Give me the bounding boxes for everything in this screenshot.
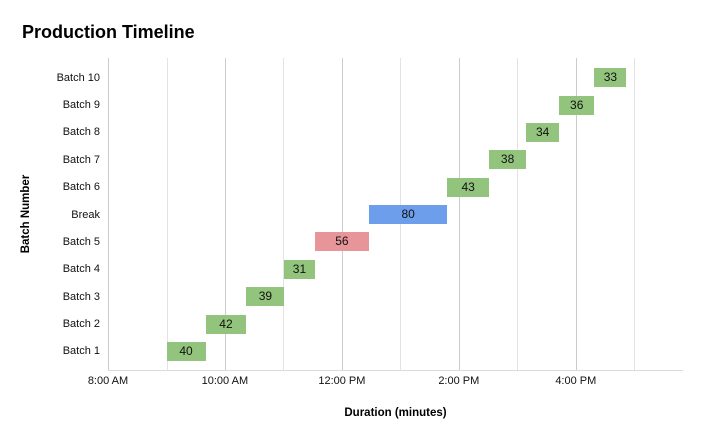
bar-value-label: 39: [258, 289, 273, 304]
x-tick-label: 2:00 PM: [438, 375, 480, 387]
y-tick-label-batch-5: Batch 5: [62, 235, 100, 248]
x-tick-label: 10:00 AM: [201, 375, 249, 387]
gantt-bar-batch-8: 34: [526, 122, 560, 142]
gantt-bar-batch-5: 56: [314, 232, 370, 252]
bar-value-label: 36: [570, 97, 584, 112]
bar-value-label: 31: [292, 261, 307, 276]
y-tick-label-batch-3: Batch 3: [62, 290, 100, 303]
gantt-bar-batch-3: 39: [246, 287, 285, 307]
gantt-bar-batch-6: 43: [447, 177, 490, 197]
major-gridline: [458, 58, 460, 371]
y-tick-label-batch-2: Batch 2: [62, 318, 100, 330]
bar-value-label: 33: [603, 70, 618, 85]
x-tick-label: 4:00 PM: [555, 375, 597, 387]
bar-value-label: 56: [335, 234, 349, 249]
gantt-bar-batch-7: 38: [489, 150, 527, 170]
gantt-bar-break: 80: [369, 205, 448, 224]
y-tick-label-batch-6: Batch 6: [62, 181, 100, 194]
chart-title: Production Timeline: [22, 22, 195, 42]
minor-gridline: [283, 58, 285, 371]
x-axis-tick-labels: 8:00 AM 10:00 AM 12:00 PM 2:00 PM 4:00 PM: [88, 375, 683, 391]
bar-value-label: 42: [219, 316, 233, 331]
gantt-bar-batch-4: 31: [284, 259, 315, 279]
major-gridline: [108, 58, 109, 371]
y-tick-label-batch-4: Batch 4: [62, 263, 100, 276]
bar-value-label: 38: [500, 152, 515, 167]
major-gridline: [224, 58, 226, 371]
bar-value-label: 80: [401, 207, 415, 221]
x-axis-title: Duration (minutes): [344, 407, 447, 419]
minor-gridline: [634, 58, 636, 371]
minor-gridline: [166, 58, 168, 371]
y-tick-label-break: Break: [71, 208, 100, 221]
major-gridline: [575, 58, 577, 371]
x-tick-label: 12:00 PM: [318, 375, 366, 387]
y-tick-label-batch-1: Batch 1: [62, 345, 100, 358]
y-tick-label-batch-7: Batch 7: [62, 153, 100, 166]
gantt-bar-batch-10: 33: [594, 68, 627, 88]
y-tick-label-batch-10: Batch 10: [56, 71, 100, 84]
minor-gridline: [517, 58, 519, 371]
plot-area: 33 36 34 38 43 80 56 31 39 42 40: [108, 58, 683, 371]
x-tick-label: 8:00 AM: [87, 375, 129, 387]
major-gridline: [341, 58, 343, 371]
bar-value-label: 43: [461, 179, 475, 194]
gantt-bar-batch-1: 40: [166, 341, 206, 361]
x-axis-line: [108, 370, 683, 371]
gantt-bar-batch-2: 42: [205, 314, 247, 334]
y-axis-title: Batch Number: [20, 174, 32, 254]
y-axis-tick-labels: Batch 10 Batch 9 Batch 8 Batch 7 Batch 6 Brea…: [0, 58, 100, 371]
y-tick-label-batch-8: Batch 8: [62, 126, 100, 139]
bar-value-label: 40: [179, 343, 193, 358]
gantt-bar-batch-9: 36: [559, 95, 595, 115]
y-tick-label-batch-9: Batch 9: [62, 99, 100, 111]
bar-value-label: 34: [535, 124, 550, 139]
